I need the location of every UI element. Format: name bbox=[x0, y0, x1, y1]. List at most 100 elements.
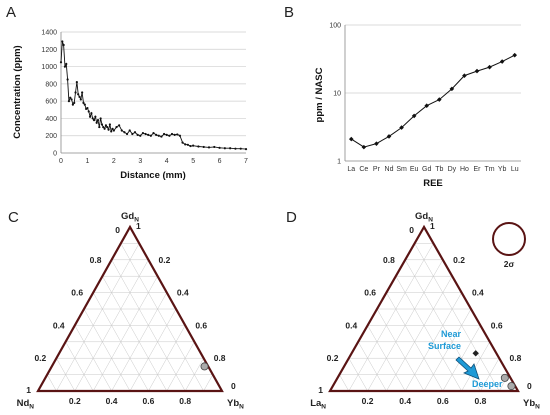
chart-a-x-tick-label: 0 bbox=[59, 158, 63, 165]
chart-d-right-tick: 0.8 bbox=[510, 353, 522, 363]
chart-c-left-corner-tick: 1 bbox=[26, 385, 31, 395]
chart-c-right-tick: 0.2 bbox=[159, 255, 171, 265]
chart-a-data-point bbox=[125, 132, 129, 136]
chart-c-top-right-tick: 1 bbox=[136, 221, 141, 231]
chart-a-data-point bbox=[136, 133, 139, 136]
chart-a-data-point bbox=[82, 101, 85, 104]
chart-d-vertex-top-label: GdN bbox=[415, 211, 433, 224]
chart-d-bottom-tick: 0.6 bbox=[437, 396, 449, 406]
chart-d-bottom-tick: 0.8 bbox=[474, 396, 486, 406]
panel-letter-a: A bbox=[6, 4, 16, 21]
chart-b-data-point bbox=[499, 59, 505, 64]
chart-a-data-point bbox=[108, 123, 111, 126]
chart-a-data-point bbox=[141, 132, 145, 135]
chart-d-data-points bbox=[472, 350, 516, 391]
chart-a-data-point bbox=[91, 117, 94, 120]
chart-c-left-tick: 0.6 bbox=[71, 288, 83, 298]
chart-a-data-point bbox=[94, 115, 97, 118]
chart-b-y-tick-label: 100 bbox=[329, 23, 341, 30]
chart-b-y-tick-label: 10 bbox=[333, 91, 341, 98]
chart-a-data-point bbox=[157, 134, 160, 137]
chart-b-series-points bbox=[348, 52, 518, 150]
chart-c-gridline bbox=[83, 308, 131, 392]
chart-b-data-point bbox=[474, 68, 480, 74]
chart-b-data-point bbox=[386, 134, 392, 139]
chart-b-x-tick-label: Nd bbox=[385, 166, 394, 173]
chart-a-data-point bbox=[87, 110, 90, 113]
chart-a-data-point bbox=[162, 132, 166, 136]
chart-d-gridline bbox=[339, 374, 350, 392]
chart-d-gridline bbox=[423, 308, 472, 392]
chart-a-gridlines bbox=[61, 31, 246, 137]
chart-c-gridline bbox=[203, 374, 214, 392]
chart-b-y-tick-label: 1 bbox=[337, 159, 341, 166]
chart-d-tick-labels: 0.2 0.2 0.2 0.4 0.4 0.4 0.6 0.6 0.6 0.8 0.8 0.8 0 1 1 0 bbox=[318, 221, 532, 406]
chart-b-x-tick-label: Ho bbox=[460, 166, 469, 173]
panel-letter-d: D bbox=[286, 209, 297, 226]
chart-a: 0 200 400 600 800 1000 1200 1400 0 1 2 3 4 5 6 7 Dista… bbox=[12, 30, 248, 182]
chart-a-data-point bbox=[63, 65, 67, 68]
chart-a-y-tick-label: 600 bbox=[45, 99, 57, 106]
chart-a-data-point bbox=[103, 127, 106, 130]
chart-d-data-point bbox=[500, 373, 509, 382]
chart-a-data-point bbox=[155, 133, 158, 136]
chart-c-gridline bbox=[166, 341, 195, 392]
chart-d: 0.20.20.20.40.40.40.60.60.60.80.80.80 11 0… bbox=[310, 211, 540, 411]
chart-a-data-point bbox=[160, 135, 163, 138]
chart-c-gridline bbox=[129, 308, 177, 392]
chart-a-data-point bbox=[102, 125, 105, 129]
chart-c-tick-labels: 0.2 0.2 0.2 0.4 0.4 0.4 0.6 0.6 0.6 0.8 0.8 0.8 0 1 1 0 bbox=[26, 221, 236, 406]
chart-c-bottom-tick: 0.6 bbox=[142, 396, 154, 406]
chart-a-data-point bbox=[71, 103, 74, 106]
chart-b-x-tick-label: Sm bbox=[396, 166, 407, 173]
chart-b-data-point bbox=[399, 125, 404, 130]
chart-d-left-tick: 0.6 bbox=[364, 288, 376, 298]
chart-a-data-point bbox=[144, 132, 147, 136]
chart-a-data-point bbox=[98, 125, 101, 129]
chart-a-data-point bbox=[170, 132, 174, 136]
chart-a-data-point bbox=[123, 131, 126, 134]
chart-d-bottom-tick: 0.2 bbox=[362, 396, 374, 406]
chart-d-left-tick: 0.2 bbox=[327, 353, 339, 363]
chart-d-gridlines bbox=[339, 243, 509, 392]
chart-d-gridline bbox=[386, 276, 453, 392]
chart-a-data-point bbox=[86, 106, 89, 110]
chart-a-data-point bbox=[118, 124, 121, 127]
chart-c-right-corner-tick: 0 bbox=[231, 381, 236, 391]
chart-a-x-tick-label: 4 bbox=[165, 158, 169, 165]
chart-c-left-tick: 0.4 bbox=[53, 320, 65, 330]
chart-a-y-tick-label: 0 bbox=[53, 151, 57, 158]
chart-a-x-tick-label: 3 bbox=[138, 158, 142, 165]
chart-c-gridline bbox=[65, 341, 94, 392]
chart-d-deeper-label: Deeper bbox=[472, 379, 503, 389]
chart-a-data-point bbox=[197, 145, 200, 148]
chart-d-left-tick: 0.8 bbox=[383, 255, 395, 265]
chart-d-left-corner-tick: 1 bbox=[318, 385, 323, 395]
chart-b-x-label: REE bbox=[423, 178, 443, 189]
chart-c-gridline bbox=[46, 374, 57, 392]
chart-b-data-point bbox=[374, 141, 379, 146]
panel-letter-c: C bbox=[8, 209, 19, 226]
chart-c-gridline bbox=[92, 276, 158, 392]
chart-c-data-point bbox=[200, 362, 209, 371]
chart-d-near-surface-label-1: Near bbox=[441, 329, 462, 339]
chart-a-data-point bbox=[202, 145, 205, 149]
chart-a-data-point bbox=[133, 131, 137, 134]
chart-a-data-point bbox=[192, 144, 195, 147]
chart-a-data-point bbox=[181, 141, 184, 144]
chart-d-top-left-tick: 0 bbox=[409, 225, 414, 235]
chart-d-direction-arrow-icon bbox=[455, 356, 480, 380]
chart-a-data-point bbox=[96, 119, 100, 122]
chart-d-gridline bbox=[348, 358, 368, 392]
chart-b-x-tick-label: Gd bbox=[422, 166, 431, 173]
chart-d-right-tick: 0.4 bbox=[472, 288, 484, 298]
chart-a-data-point bbox=[75, 81, 78, 84]
chart-b-data-point bbox=[411, 113, 417, 119]
chart-b-x-tick-label: Tb bbox=[435, 166, 443, 173]
chart-a-data-point bbox=[244, 148, 248, 151]
chart-a-data-point bbox=[79, 98, 82, 101]
chart-d-gridline bbox=[367, 325, 406, 392]
chart-a-y-tick-label: 1000 bbox=[41, 64, 57, 71]
